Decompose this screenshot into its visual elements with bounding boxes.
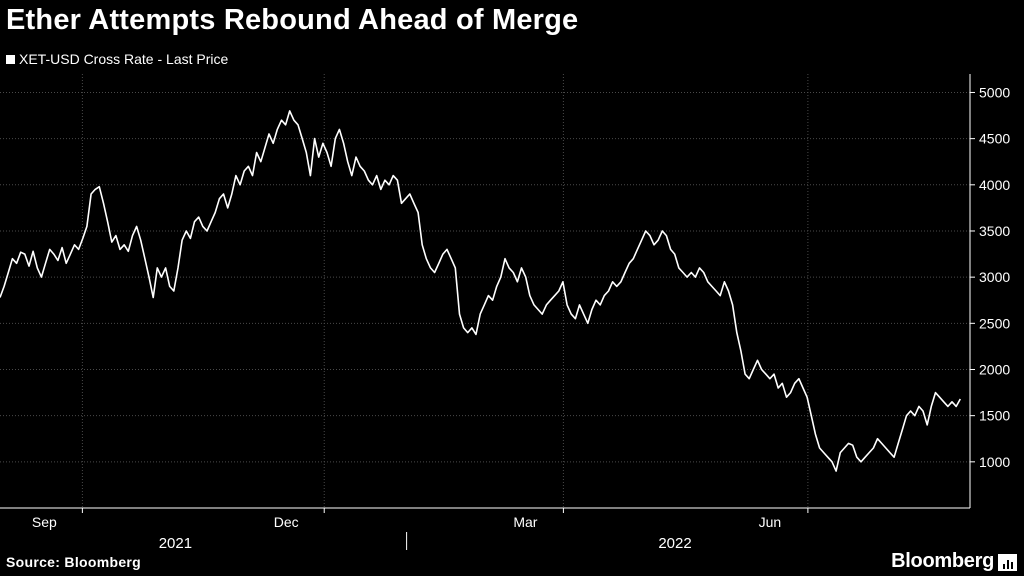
legend: XET-USD Cross Rate - Last Price [6, 51, 228, 67]
y-tick-label: 2500 [979, 315, 1010, 331]
y-tick-label: 1500 [979, 408, 1010, 424]
x-tick-label: Sep [32, 514, 57, 530]
source-note: Source: Bloomberg [6, 554, 142, 570]
y-tick-label: 4000 [979, 177, 1010, 193]
price-series-line [0, 110, 961, 472]
brand-logo: Bloomberg [891, 550, 994, 572]
legend-swatch [6, 54, 15, 64]
x-tick-label: Mar [513, 514, 537, 530]
chart-title: Ether Attempts Rebound Ahead of Merge [6, 4, 579, 36]
x-tick-label: Jun [759, 514, 782, 530]
y-tick-label: 5000 [979, 84, 1010, 100]
bloomberg-chart-icon [998, 554, 1017, 571]
legend-label: XET-USD Cross Rate - Last Price [19, 51, 229, 67]
x-tick-label: Dec [274, 514, 299, 530]
y-tick-label: 3500 [979, 223, 1010, 239]
year-label: 2022 [658, 535, 691, 552]
y-tick-label: 4500 [979, 131, 1010, 147]
year-label: 2021 [159, 535, 192, 552]
y-tick-label: 1000 [979, 454, 1010, 470]
y-tick-label: 2000 [979, 361, 1010, 377]
y-tick-label: 3000 [979, 269, 1010, 285]
